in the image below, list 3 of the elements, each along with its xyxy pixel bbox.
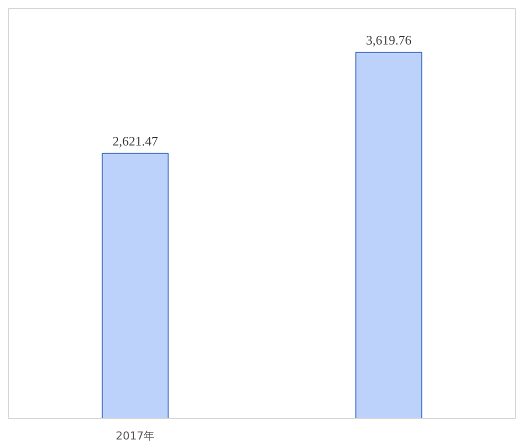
data-label: 2,621.47 bbox=[112, 133, 158, 148]
data-label: 3,619.76 bbox=[366, 32, 412, 48]
x-tick-label: 2017年 bbox=[116, 430, 155, 442]
